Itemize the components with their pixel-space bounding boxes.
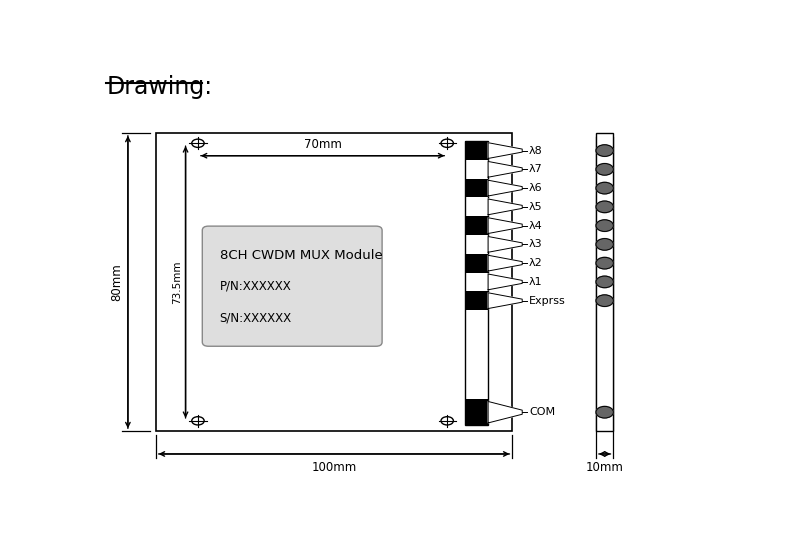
Bar [465,399,488,425]
Polygon shape [488,218,522,233]
Text: 70mm: 70mm [304,138,342,151]
Text: Exprss: Exprss [529,296,566,306]
Text: 80mm: 80mm [110,263,123,301]
Text: λ1: λ1 [529,277,542,287]
Text: λ7: λ7 [529,164,542,174]
Text: λ5: λ5 [529,202,542,212]
Polygon shape [488,274,522,290]
Text: Drawing:: Drawing: [106,75,212,99]
Bar [465,235,488,254]
Text: λ3: λ3 [529,239,542,250]
Bar [465,291,488,310]
Bar [465,179,488,197]
Text: λ2: λ2 [529,258,542,268]
Bar [465,197,488,216]
Circle shape [596,276,614,288]
Polygon shape [488,401,522,423]
Text: λ4: λ4 [529,221,542,231]
Bar [465,141,488,425]
Text: 10mm: 10mm [586,462,624,475]
Polygon shape [488,180,522,196]
Text: 73.5mm: 73.5mm [172,260,182,304]
Bar [465,160,488,179]
Bar [465,141,488,160]
Polygon shape [488,161,522,177]
Polygon shape [488,199,522,215]
Bar [465,141,488,425]
FancyBboxPatch shape [202,226,382,346]
Circle shape [596,257,614,269]
Text: COM: COM [529,407,555,417]
Circle shape [596,164,614,175]
Circle shape [596,201,614,213]
Circle shape [596,182,614,194]
Text: λ6: λ6 [529,183,542,193]
Polygon shape [488,143,522,159]
Text: S/N:XXXXXX: S/N:XXXXXX [220,311,292,324]
Circle shape [596,220,614,231]
Text: 8CH CWDM MUX Module: 8CH CWDM MUX Module [220,249,382,262]
Polygon shape [488,293,522,308]
Bar [465,216,488,235]
Bar [156,133,512,431]
Circle shape [596,295,614,307]
Text: 100mm: 100mm [311,462,357,475]
Bar [465,273,488,291]
Circle shape [596,145,614,157]
Bar [596,133,614,431]
Polygon shape [488,237,522,252]
Text: λ8: λ8 [529,146,542,155]
Circle shape [596,238,614,250]
Bar [465,254,488,273]
Text: P/N:XXXXXX: P/N:XXXXXX [220,280,291,293]
Circle shape [596,406,614,418]
Polygon shape [488,255,522,271]
